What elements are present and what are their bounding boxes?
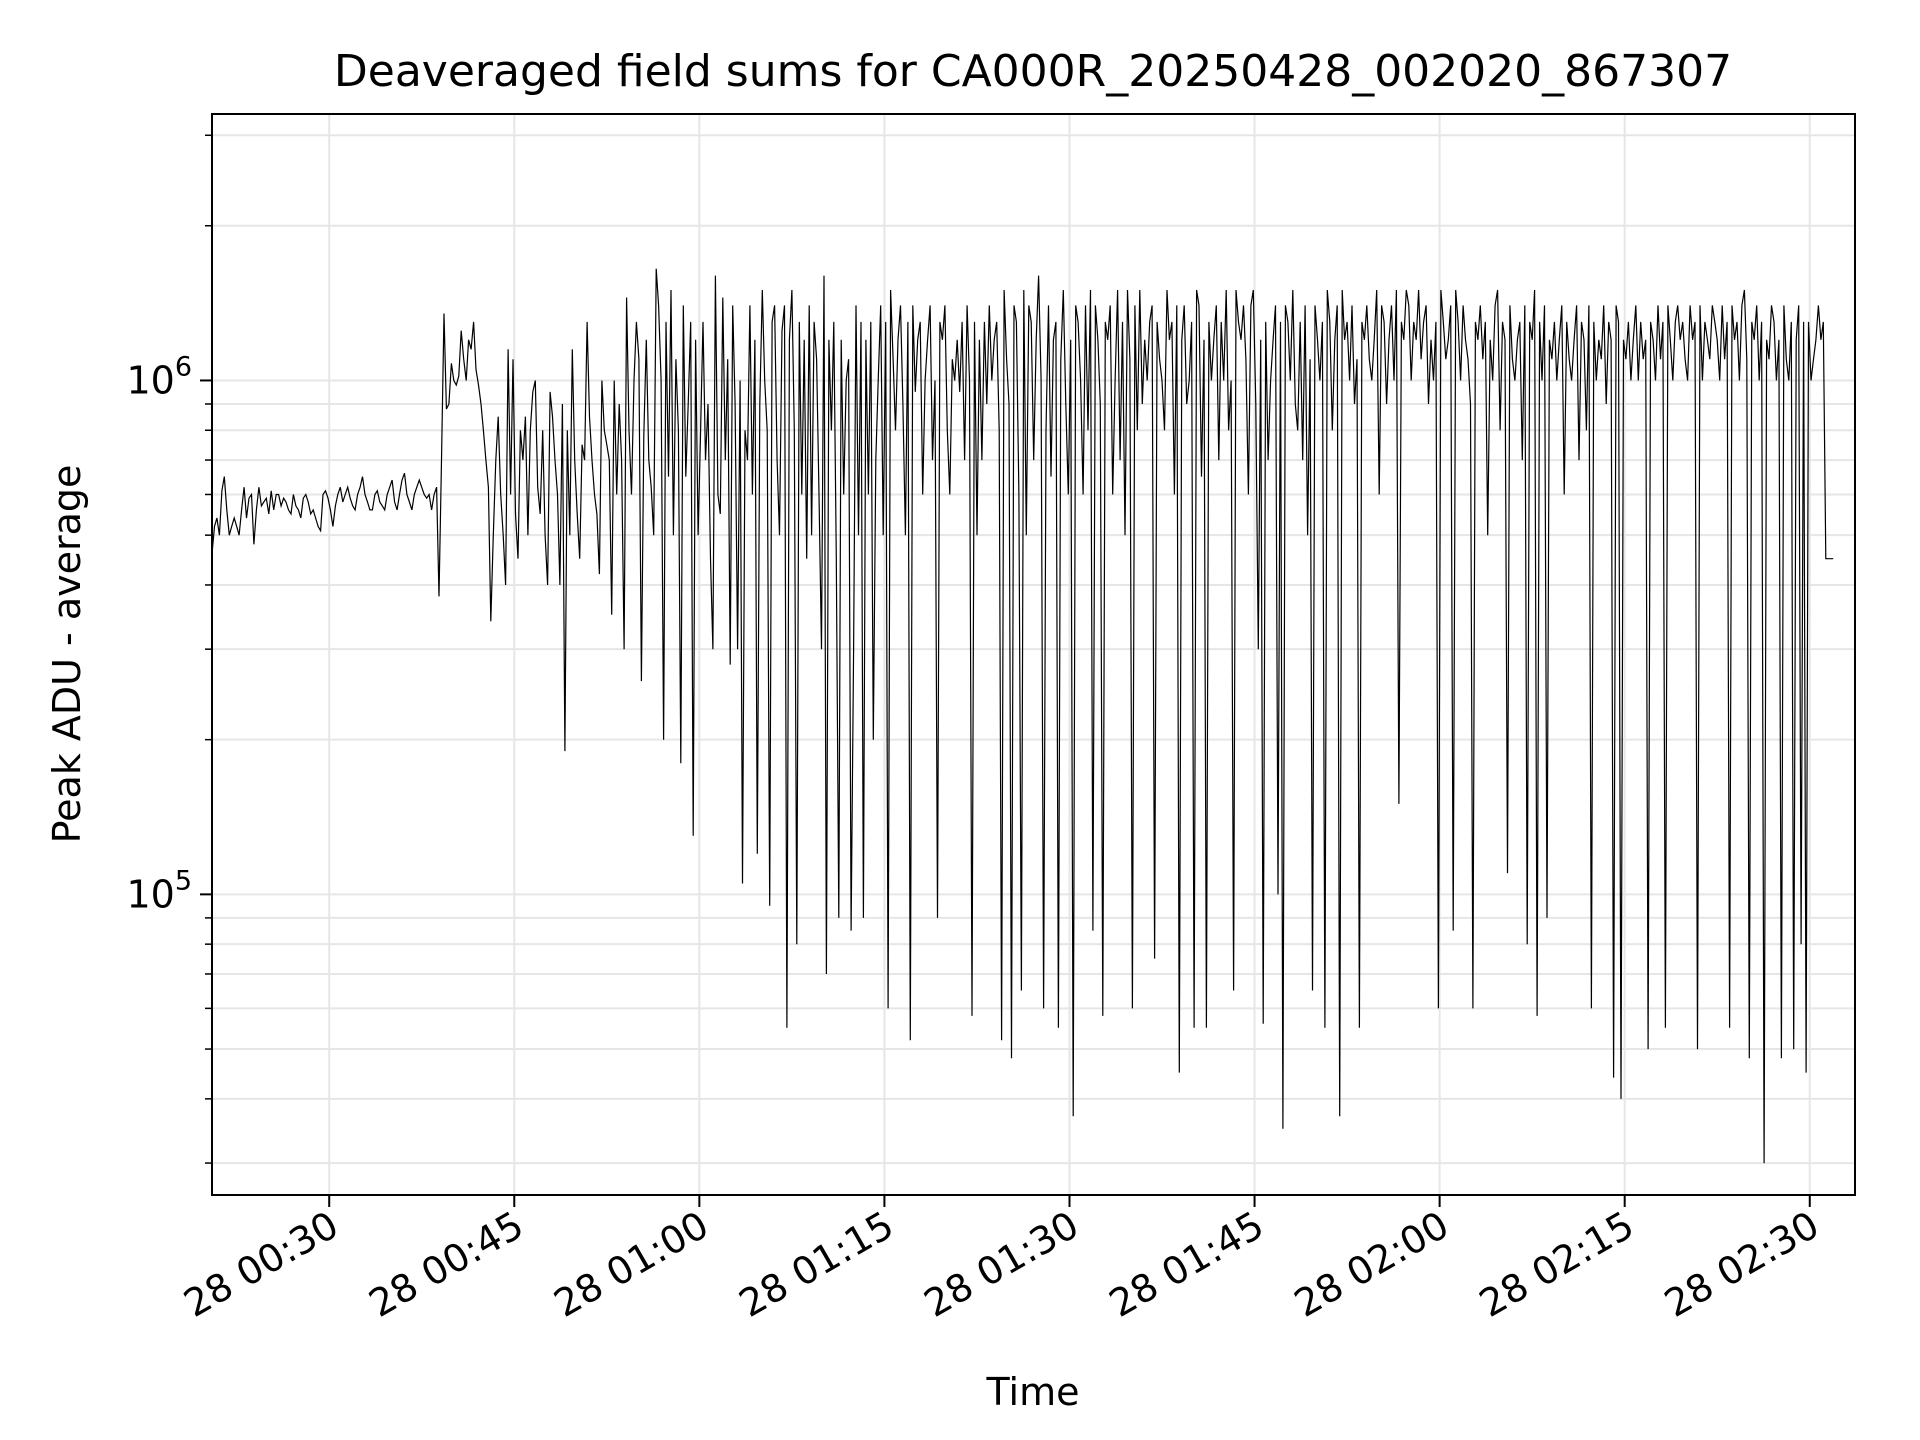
series-group — [212, 268, 1834, 1164]
plot-frame — [211, 113, 1856, 1196]
y-axis-label: Peak ADU - average — [45, 465, 89, 844]
x-axis-label: Time — [986, 1370, 1080, 1414]
y-tick-label: 106 — [126, 351, 192, 402]
y-tick-label-exponent: 5 — [175, 865, 192, 896]
chart-title: Deaveraged field sums for CA000R_2025042… — [334, 46, 1732, 97]
series-line — [212, 268, 1834, 1164]
y-tick-label-exponent: 6 — [175, 351, 192, 382]
y-tick-label-base: 10 — [126, 358, 174, 402]
y-tick-label-base: 10 — [126, 872, 174, 916]
major-gridlines — [212, 114, 1855, 1195]
y-tick-label: 105 — [126, 865, 192, 916]
